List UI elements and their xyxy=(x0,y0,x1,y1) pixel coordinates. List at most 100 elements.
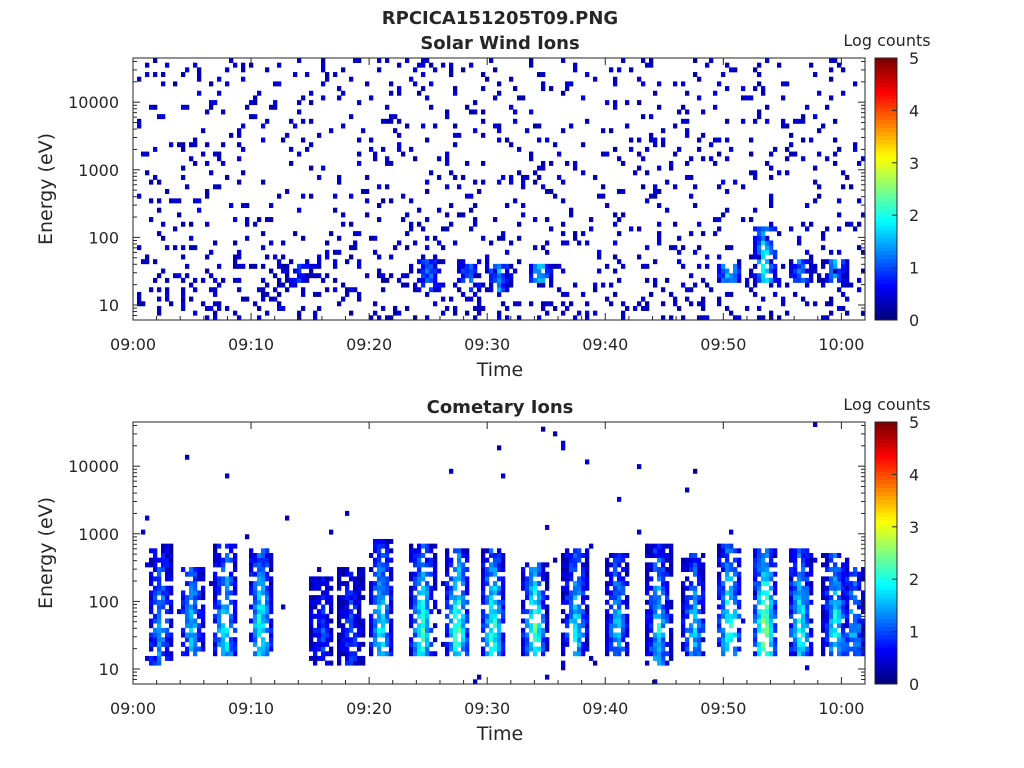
spectrogram-cell xyxy=(257,627,262,633)
spectrogram-cell xyxy=(261,576,266,582)
spectrogram-cell xyxy=(437,240,442,246)
colorbar-swatch xyxy=(875,573,897,578)
spectrogram-cell xyxy=(153,58,158,63)
spectrogram-cell xyxy=(377,590,382,596)
spectrogram-cell xyxy=(609,590,614,596)
spectrogram-cell xyxy=(841,67,846,73)
spectrogram-cell xyxy=(777,62,782,68)
spectrogram-cell xyxy=(489,590,494,596)
spectrogram-cell xyxy=(261,277,266,283)
spectrogram-cell xyxy=(561,660,566,666)
spectrogram-cell xyxy=(349,627,354,633)
spectrogram-cell xyxy=(205,268,210,274)
spectrogram-cell xyxy=(789,651,794,657)
colorbar-swatch xyxy=(875,520,897,525)
spectrogram-cell xyxy=(789,268,794,274)
spectrogram-cell xyxy=(189,590,194,596)
spectrogram-cell xyxy=(785,170,790,176)
spectrogram-cell xyxy=(337,581,342,587)
spectrogram-cell xyxy=(621,189,626,194)
spectrogram-cell xyxy=(753,571,758,577)
spectrogram-cell xyxy=(329,660,334,666)
spectrogram-cell xyxy=(361,189,366,194)
spectrogram-cell xyxy=(861,641,866,647)
spectrogram-cell xyxy=(805,268,810,274)
spectrogram-cell xyxy=(217,585,222,591)
spectrogram-cell xyxy=(809,599,814,605)
spectrogram-cell xyxy=(485,623,490,629)
spectrogram-cell xyxy=(161,562,166,568)
spectrogram-cell xyxy=(537,315,542,321)
spectrogram-cell xyxy=(821,562,826,568)
spectrogram-cell xyxy=(549,160,554,166)
spectrogram-cell xyxy=(449,646,454,652)
spectrogram-cell xyxy=(421,72,426,78)
spectrogram-cell xyxy=(521,571,526,577)
spectrogram-cell xyxy=(385,576,390,582)
spectrogram-cell xyxy=(617,571,622,577)
spectrogram-cell xyxy=(845,273,850,279)
spectrogram-cell xyxy=(537,562,542,568)
spectrogram-cell xyxy=(373,595,378,601)
spectrogram-cell xyxy=(137,301,142,307)
spectrogram-cell xyxy=(753,590,758,596)
spectrogram-cell xyxy=(761,618,766,624)
spectrogram-cell xyxy=(713,217,718,223)
spectrogram-cell xyxy=(489,609,494,615)
spectrogram-cell xyxy=(165,245,170,251)
spectrogram-cell xyxy=(217,301,222,307)
spectrogram-cell xyxy=(697,646,702,652)
spectrogram-cell xyxy=(169,576,174,582)
spectrogram-cell xyxy=(185,571,190,577)
spectrogram-cell xyxy=(433,123,438,129)
spectrogram-cell xyxy=(801,623,806,629)
spectrogram-cell xyxy=(157,273,162,279)
spectrogram-cell xyxy=(649,132,654,138)
spectrogram-cell xyxy=(513,118,518,124)
spectrogram-cell xyxy=(345,581,350,587)
spectrogram-cell xyxy=(469,287,474,293)
spectrogram-cell xyxy=(789,567,794,573)
spectrogram-cell xyxy=(661,618,666,624)
spectrogram-cell xyxy=(809,254,814,260)
spectrogram-cell xyxy=(697,263,702,269)
spectrogram-cell xyxy=(833,553,838,558)
spectrogram-cell xyxy=(793,604,798,610)
spectrogram-cell xyxy=(217,90,222,96)
spectrogram-cell xyxy=(585,118,590,124)
spectrogram-cell xyxy=(361,571,366,577)
spectrogram-cell xyxy=(669,543,674,549)
spectrogram-cell xyxy=(645,637,650,643)
spectrogram-cell xyxy=(325,651,330,657)
spectrogram-cell xyxy=(465,268,470,274)
spectrogram-cell xyxy=(389,81,394,87)
spectrogram-cell xyxy=(165,287,170,293)
spectrogram-cell xyxy=(165,632,170,638)
spectrogram-cell xyxy=(469,277,474,283)
spectrogram-cell xyxy=(793,291,798,297)
spectrogram-cell xyxy=(197,646,202,652)
spectrogram-cell xyxy=(521,585,526,591)
spectrogram-cell xyxy=(573,231,578,237)
spectrogram-cell xyxy=(177,142,182,148)
spectrogram-cell xyxy=(465,609,470,615)
spectrogram-cell xyxy=(693,590,698,596)
spectrogram-cell xyxy=(697,609,702,615)
spectrogram-cell xyxy=(465,651,470,657)
spectrogram-cell xyxy=(209,305,214,311)
spectrogram-cell xyxy=(833,613,838,619)
spectrogram-cell xyxy=(501,174,506,180)
spectrogram-cell xyxy=(841,90,846,96)
spectrogram-cell xyxy=(573,618,578,624)
spectrogram-cell xyxy=(577,641,582,647)
colorbar-swatch xyxy=(875,479,897,484)
spectrogram-cell xyxy=(485,263,490,269)
spectrogram-cell xyxy=(661,585,666,591)
spectrogram-cell xyxy=(377,567,382,573)
spectrogram-cell xyxy=(213,557,218,563)
spectrogram-cell xyxy=(681,632,686,638)
spectrogram-cell xyxy=(397,277,402,283)
spectrogram-cell xyxy=(361,655,366,661)
spectrogram-cell xyxy=(221,609,226,615)
spectrogram-cell xyxy=(577,590,582,596)
